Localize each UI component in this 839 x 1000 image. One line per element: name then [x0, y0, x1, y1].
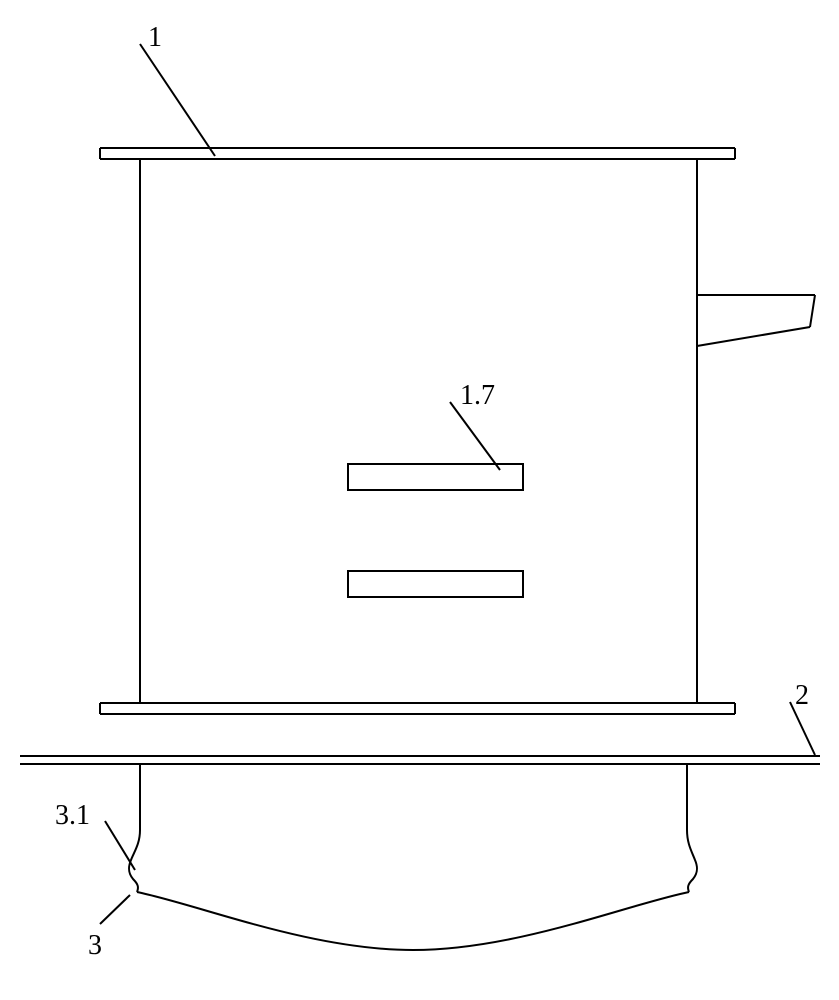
bag-right-side: [687, 764, 697, 892]
spout-right: [810, 295, 815, 327]
spout-bottom: [697, 327, 810, 346]
leader-3-1: [105, 821, 135, 870]
technical-drawing: [0, 0, 839, 1000]
slot-upper: [348, 464, 523, 490]
leader-1-7: [450, 402, 500, 470]
label-3-1: 3.1: [55, 800, 90, 832]
label-3: 3: [88, 930, 102, 962]
leader-1: [140, 44, 215, 156]
bag-left-side: [129, 764, 140, 892]
label-1: 1: [148, 22, 162, 54]
label-2: 2: [795, 680, 809, 712]
leader-3: [100, 895, 130, 924]
bag-bottom: [137, 892, 689, 950]
label-1-7: 1.7: [460, 380, 495, 412]
slot-lower: [348, 571, 523, 597]
